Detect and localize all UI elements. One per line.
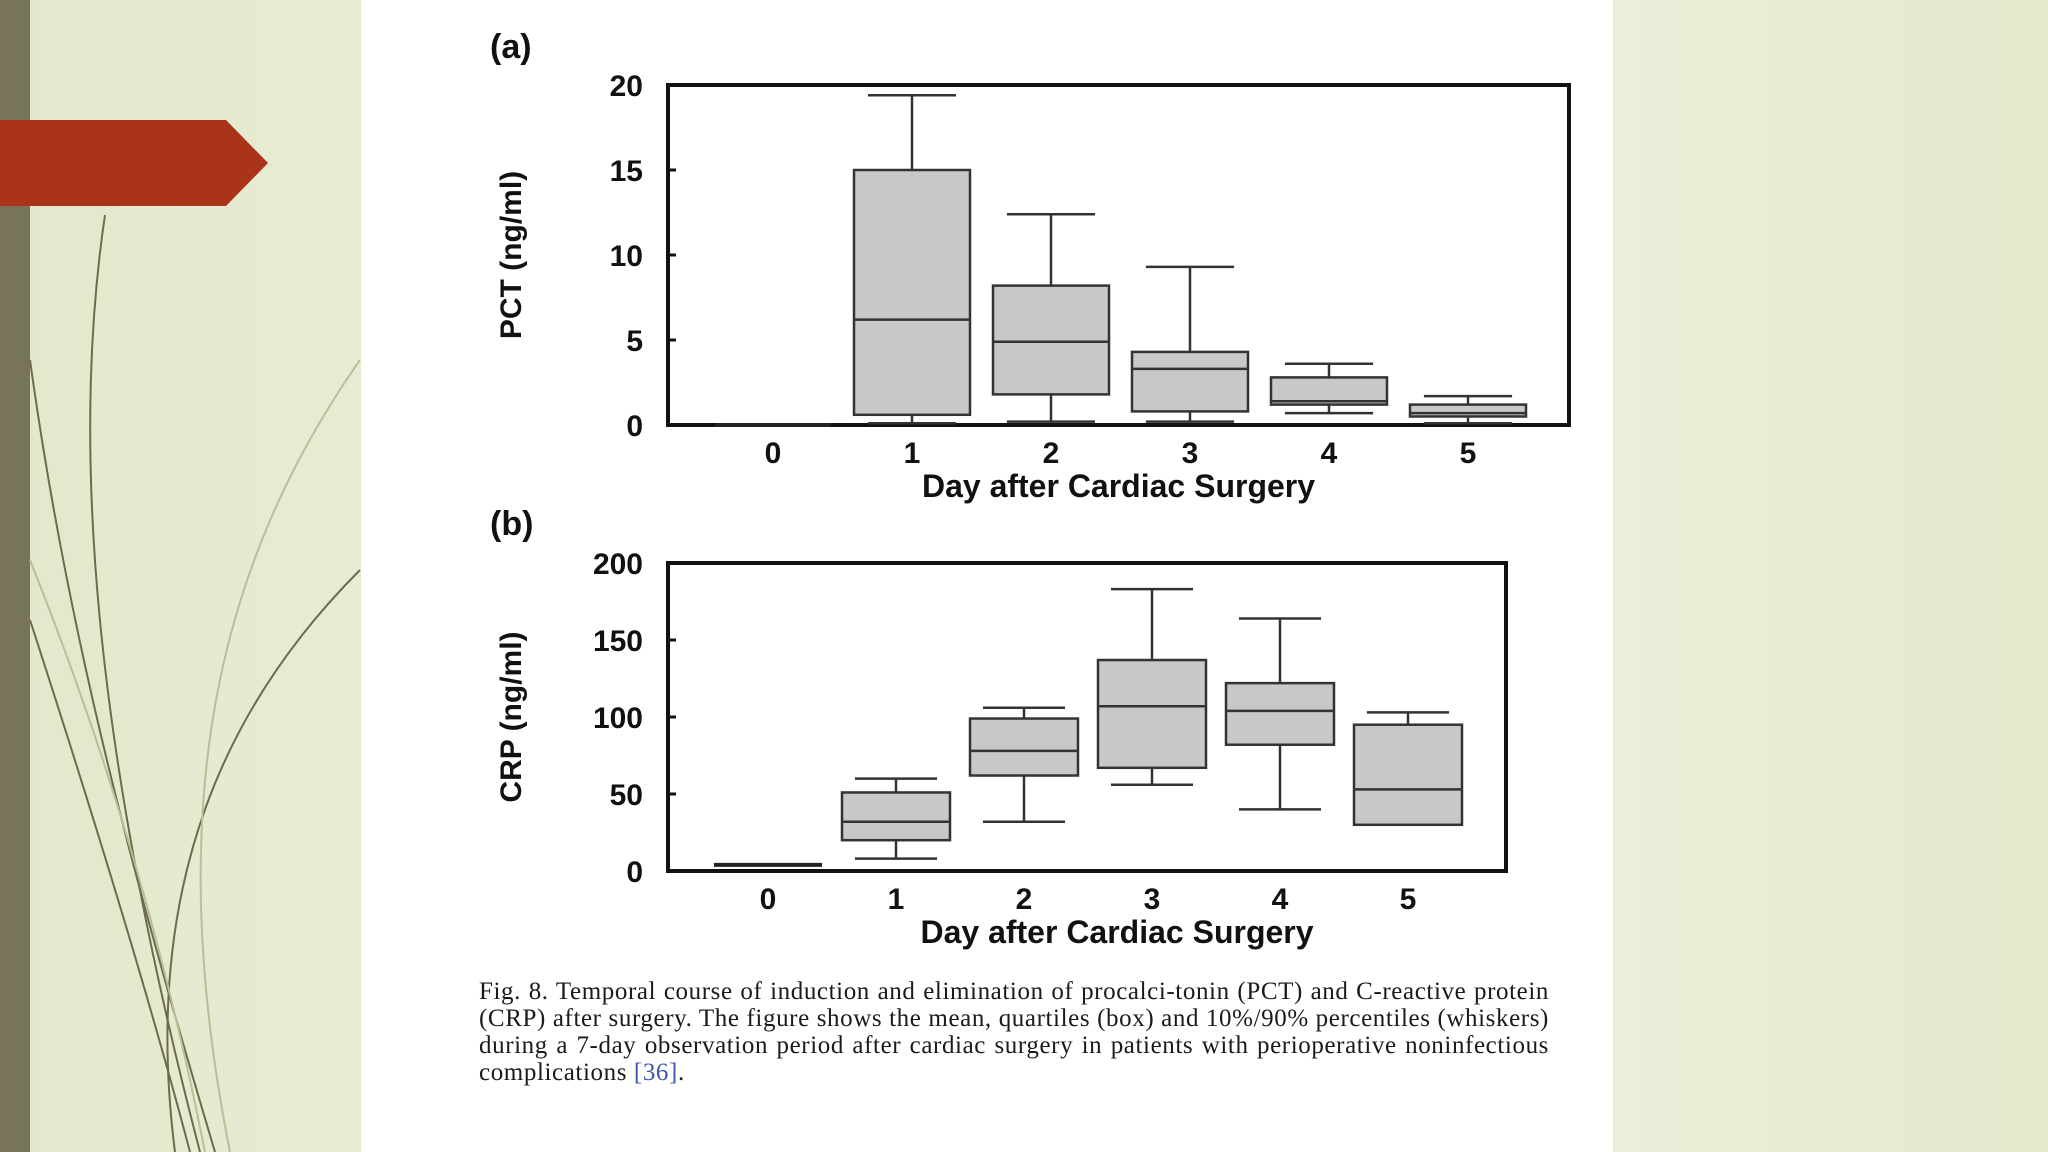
y-tick-label: 0 — [626, 410, 643, 443]
box-day-1 — [852, 93, 972, 425]
x-tick-label: 1 — [888, 883, 905, 916]
y-tick-label: 100 — [593, 702, 643, 735]
y-tick-label: 5 — [626, 325, 643, 358]
x-axis-label: Day after Cardiac Surgery — [920, 914, 1313, 950]
y-tick-label: 20 — [610, 70, 643, 103]
y-tick-label: 15 — [610, 155, 643, 188]
deco-curve — [166, 569, 361, 1152]
deco-curve — [199, 359, 361, 1152]
box-day-4 — [1269, 362, 1389, 415]
box-iqr — [1352, 723, 1464, 827]
y-tick-label: 200 — [593, 548, 643, 581]
box-day-3 — [1130, 265, 1250, 423]
y-axis-label: CRP (ng/ml) — [495, 631, 528, 802]
x-tick-label: 5 — [1460, 437, 1477, 470]
box-day-2 — [968, 706, 1080, 823]
y-axis-label: PCT (ng/ml) — [495, 171, 528, 339]
deco-curve — [29, 359, 216, 1152]
box-day-3 — [1096, 587, 1208, 787]
box-iqr — [991, 284, 1111, 396]
box-iqr — [1096, 658, 1208, 770]
y-tick-label: 0 — [626, 856, 643, 889]
x-tick-label: 0 — [760, 883, 777, 916]
deco-curve — [89, 214, 201, 1152]
arrow-shape — [0, 120, 268, 206]
y-tick-label: 10 — [610, 240, 643, 273]
x-tick-label: 0 — [765, 437, 782, 470]
x-tick-label: 3 — [1144, 883, 1161, 916]
x-tick-label: 2 — [1043, 437, 1060, 470]
caption-end: . — [677, 1059, 685, 1086]
arrow-shape-body — [0, 120, 268, 206]
deco-curve — [29, 619, 191, 1152]
x-axis-label: Day after Cardiac Surgery — [922, 468, 1315, 504]
box-day-5 — [1408, 394, 1528, 425]
box-day-5 — [1352, 711, 1464, 827]
x-tick-label: 1 — [904, 437, 921, 470]
figure-caption: Fig. 8. Temporal course of induction and… — [479, 978, 1549, 1086]
x-tick-label: 4 — [1272, 883, 1289, 916]
y-tick-label: 50 — [610, 779, 643, 812]
y-tick-label: 150 — [593, 625, 643, 658]
box-day-2 — [991, 212, 1111, 423]
chart-panel-a: (a) 0 5 10 15 20 0 1 2 3 4 5 Day after Cardiac Surge… — [490, 28, 1571, 504]
box-iqr — [968, 717, 1080, 777]
x-tick-label: 2 — [1016, 883, 1033, 916]
x-tick-label: 3 — [1182, 437, 1199, 470]
decorative-curves — [29, 214, 361, 1152]
box-iqr — [1130, 350, 1250, 413]
panel-label: (a) — [490, 28, 532, 66]
caption-reference: [36] — [633, 1059, 678, 1086]
box-iqr — [852, 168, 972, 417]
box-iqr — [1224, 681, 1336, 746]
box-day-1 — [840, 777, 952, 860]
chart-panel-b: (b) 0 50 100 150 200 0 1 2 3 4 5 Day after Cardiac S… — [490, 505, 1508, 950]
box-day-4 — [1224, 617, 1336, 811]
x-tick-label: 5 — [1400, 883, 1417, 916]
plot-frame — [666, 83, 1571, 427]
deco-curve — [29, 559, 206, 1152]
box-iqr — [840, 791, 952, 842]
panel-label: (b) — [490, 505, 533, 543]
box-iqr — [1408, 403, 1528, 418]
x-tick-label: 4 — [1321, 437, 1338, 470]
caption-text: Fig. 8. Temporal course of induction and… — [479, 978, 1549, 1086]
figure-image: (a) 0 5 10 15 20 0 1 2 3 4 5 Day after Cardiac Surge… — [361, 0, 1613, 1152]
